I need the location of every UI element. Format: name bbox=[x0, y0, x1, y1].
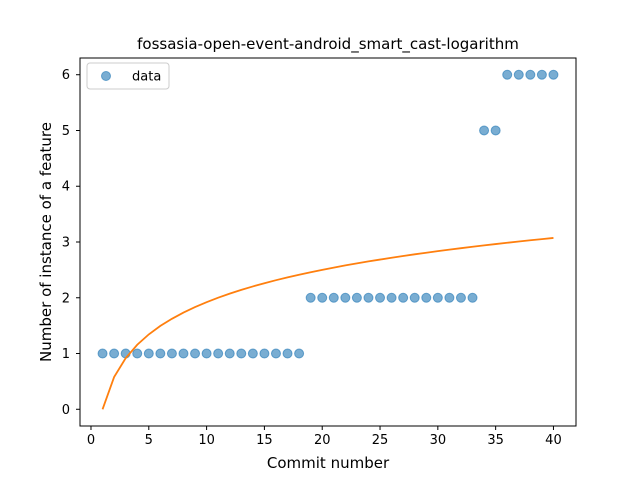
data-point bbox=[201, 348, 212, 359]
data-point bbox=[305, 292, 316, 303]
data-point bbox=[97, 348, 108, 359]
data-point bbox=[282, 348, 293, 359]
legend: data bbox=[86, 62, 170, 90]
y-axis-label: Number of instance of a feature bbox=[37, 122, 55, 362]
legend-box bbox=[86, 62, 170, 90]
data-point bbox=[398, 292, 409, 303]
y-tick-label: 2 bbox=[62, 291, 70, 306]
y-tick-label: 0 bbox=[62, 403, 70, 418]
legend-marker bbox=[101, 71, 111, 81]
data-point bbox=[467, 292, 478, 303]
data-point bbox=[224, 348, 235, 359]
x-tick-label: 15 bbox=[256, 433, 273, 448]
data-point bbox=[270, 348, 281, 359]
data-point bbox=[490, 125, 501, 136]
data-point bbox=[351, 292, 362, 303]
data-point bbox=[421, 292, 432, 303]
data-point bbox=[190, 348, 201, 359]
data-point bbox=[548, 69, 559, 80]
data-point bbox=[132, 348, 143, 359]
data-point bbox=[502, 69, 513, 80]
data-point bbox=[525, 69, 536, 80]
data-point bbox=[259, 348, 270, 359]
data-point bbox=[455, 292, 466, 303]
y-tick-label: 1 bbox=[62, 347, 70, 362]
legend-label-data: data bbox=[132, 70, 161, 85]
data-point bbox=[236, 348, 247, 359]
data-point bbox=[178, 348, 189, 359]
x-tick-label: 25 bbox=[372, 433, 389, 448]
data-point bbox=[375, 292, 386, 303]
data-point bbox=[317, 292, 328, 303]
x-tick-label: 10 bbox=[198, 433, 215, 448]
y-tick-label: 5 bbox=[62, 124, 70, 139]
data-point bbox=[109, 348, 120, 359]
x-axis-label: Commit number bbox=[267, 454, 390, 472]
data-point bbox=[444, 292, 455, 303]
x-tick-label: 5 bbox=[145, 433, 153, 448]
data-point bbox=[143, 348, 154, 359]
y-tick-label: 3 bbox=[62, 236, 70, 251]
data-point bbox=[536, 69, 547, 80]
fit-line bbox=[101, 237, 554, 410]
chart-title: fossasia-open-event-android_smart_cast-l… bbox=[137, 35, 519, 54]
data-point bbox=[213, 348, 224, 359]
x-tick-label: 30 bbox=[430, 433, 447, 448]
x-tick-label: 35 bbox=[487, 433, 504, 448]
data-point bbox=[166, 348, 177, 359]
x-tick-label: 40 bbox=[545, 433, 562, 448]
data-point bbox=[247, 348, 258, 359]
plot-area bbox=[97, 69, 559, 410]
data-point bbox=[155, 348, 166, 359]
data-point bbox=[386, 292, 397, 303]
data-point bbox=[363, 292, 374, 303]
data-point bbox=[432, 292, 443, 303]
data-point bbox=[328, 292, 339, 303]
axes: 0 5 10 15 20 25 30 35 40 0 1 2 3 4 5 6 bbox=[62, 57, 577, 448]
data-point bbox=[340, 292, 351, 303]
axes-frame bbox=[79, 57, 577, 427]
data-point bbox=[409, 292, 420, 303]
y-tick-label: 4 bbox=[62, 180, 70, 195]
data-point bbox=[513, 69, 524, 80]
data-point bbox=[294, 348, 305, 359]
data-point bbox=[479, 125, 490, 136]
y-tick-label: 6 bbox=[62, 68, 70, 83]
x-tick-label: 20 bbox=[314, 433, 331, 448]
x-tick-label: 0 bbox=[87, 433, 95, 448]
